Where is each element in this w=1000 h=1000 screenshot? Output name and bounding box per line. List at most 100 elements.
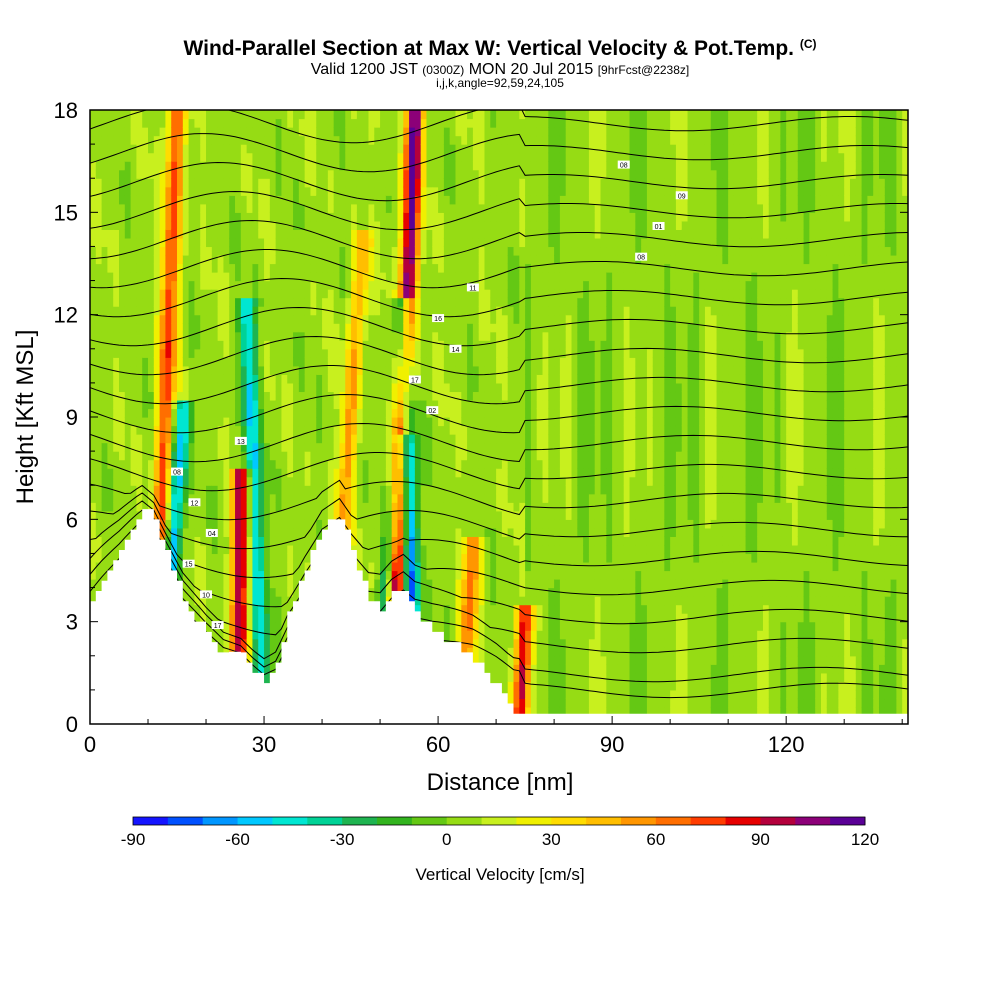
velocity-cell	[275, 493, 283, 503]
velocity-cell	[397, 186, 404, 196]
velocity-cell	[148, 118, 155, 128]
velocity-cell	[409, 254, 416, 265]
velocity-cell	[426, 272, 433, 282]
velocity-cell	[281, 527, 288, 537]
velocity-cell	[159, 118, 167, 128]
velocity-cell	[211, 331, 219, 341]
velocity-cell	[409, 442, 416, 452]
velocity-cell	[449, 357, 457, 367]
velocity-cell	[333, 229, 341, 239]
velocity-cell	[443, 621, 451, 631]
velocity-cell	[467, 118, 474, 128]
velocity-cell	[420, 613, 428, 623]
velocity-cell	[264, 570, 271, 580]
velocity-cell	[188, 536, 196, 546]
velocity-cell	[426, 229, 433, 239]
velocity-cell	[414, 178, 422, 188]
velocity-cell	[467, 263, 474, 273]
velocity-cell	[258, 272, 265, 282]
velocity-cell	[368, 306, 375, 316]
velocity-cell	[240, 391, 248, 401]
velocity-cell	[403, 527, 410, 537]
valid-time-line: Valid 1200 JST (0300Z) MON 20 Jul 2015 […	[0, 61, 1000, 79]
velocity-cell	[403, 561, 410, 572]
velocity-cell	[252, 203, 259, 213]
velocity-cell	[368, 399, 375, 410]
velocity-cell	[90, 178, 97, 188]
velocity-cell	[472, 246, 480, 256]
velocity-cell	[211, 468, 219, 478]
velocity-cell	[264, 340, 271, 350]
velocity-cell	[472, 451, 480, 461]
velocity-cell	[362, 365, 370, 375]
velocity-cell	[240, 357, 248, 367]
velocity-cell	[223, 493, 230, 503]
velocity-cell	[374, 314, 381, 324]
velocity-cell	[322, 118, 329, 128]
velocity-cell	[403, 519, 410, 529]
velocity-cell	[235, 536, 242, 546]
velocity-cell	[385, 297, 393, 307]
velocity-cell	[269, 254, 277, 265]
velocity-cell	[136, 220, 143, 230]
velocity-cell	[119, 289, 126, 299]
velocity-cell	[240, 340, 248, 350]
velocity-cell	[380, 152, 387, 162]
velocity-cell	[380, 254, 387, 265]
velocity-cell	[449, 178, 457, 188]
velocity-cell	[281, 391, 288, 401]
velocity-cell	[322, 374, 329, 384]
velocity-cell	[130, 357, 138, 367]
velocity-cell	[142, 178, 149, 188]
velocity-cell	[95, 340, 103, 350]
velocity-cell	[420, 340, 428, 350]
velocity-cell	[449, 203, 457, 213]
velocity-cell	[275, 280, 283, 290]
velocity-cell	[461, 434, 468, 444]
velocity-cell	[472, 365, 480, 375]
velocity-cell	[153, 195, 161, 205]
velocity-cell	[316, 391, 323, 401]
velocity-cell	[438, 553, 445, 563]
velocity-cell	[281, 476, 288, 486]
velocity-cell	[461, 536, 468, 546]
velocity-cell	[101, 263, 109, 273]
velocity-cell	[136, 186, 143, 196]
velocity-cell	[200, 229, 207, 239]
velocity-cell	[472, 144, 480, 154]
velocity-cell	[322, 195, 329, 205]
velocity-cell	[148, 417, 155, 427]
velocity-cell	[258, 468, 265, 478]
velocity-cell	[113, 399, 120, 410]
velocity-cell	[217, 331, 225, 341]
velocity-cell	[171, 536, 178, 546]
velocity-cell	[269, 434, 277, 444]
velocity-cell	[345, 374, 352, 384]
velocity-cell	[461, 306, 468, 316]
velocity-cell	[188, 459, 196, 469]
velocity-cell	[107, 493, 114, 503]
velocity-cell	[414, 587, 422, 597]
velocity-cell	[449, 613, 457, 623]
velocity-cell	[229, 613, 236, 623]
velocity-cell	[223, 596, 230, 606]
velocity-cell	[414, 331, 422, 341]
velocity-cell	[293, 178, 300, 188]
velocity-cell	[107, 306, 114, 316]
velocity-cell	[90, 357, 97, 367]
velocity-cell	[438, 570, 445, 580]
velocity-cell	[165, 527, 172, 537]
velocity-cell	[449, 561, 457, 572]
velocity-cell	[391, 161, 399, 171]
velocity-cell	[211, 178, 219, 188]
velocity-cell	[206, 579, 213, 589]
velocity-cell	[264, 280, 271, 290]
velocity-cell	[327, 169, 335, 179]
velocity-cell	[403, 289, 410, 299]
velocity-cell	[374, 579, 381, 589]
velocity-cell	[293, 110, 300, 120]
velocity-cell	[264, 510, 271, 520]
velocity-cell	[281, 220, 288, 230]
velocity-cell	[107, 229, 114, 239]
velocity-cell	[403, 161, 410, 171]
